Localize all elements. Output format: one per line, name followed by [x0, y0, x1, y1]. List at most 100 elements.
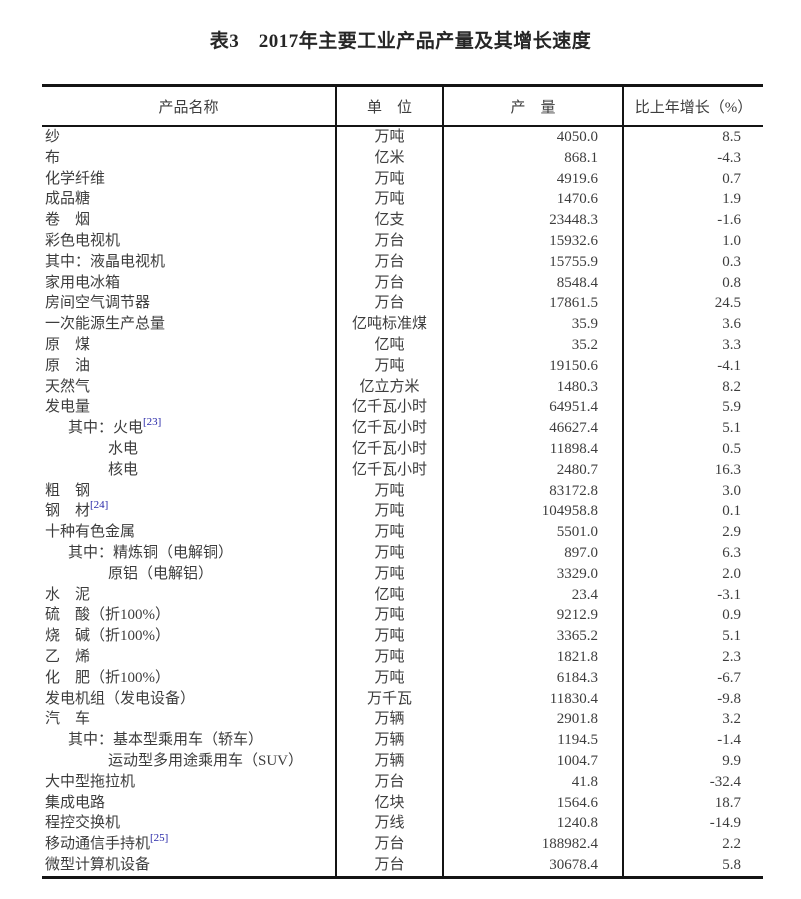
unit-cell: 万台 — [335, 251, 442, 273]
product-name-cell: 其中：火电[23] — [42, 418, 335, 439]
unit-cell: 万吨 — [335, 667, 442, 689]
output-cell: 188982.4 — [442, 834, 622, 855]
product-name-cell: 纱 — [42, 127, 335, 148]
table-row: 大中型拖拉机 万台 41.8 -32.4 — [42, 771, 763, 793]
product-name: 钢 材 — [45, 503, 91, 520]
product-name: 硫 酸（折100%） — [45, 607, 170, 624]
product-name-cell: 天然气 — [42, 377, 335, 398]
output-cell: 35.9 — [442, 314, 622, 335]
growth-cell: 24.5 — [622, 293, 763, 315]
table-row: 一次能源生产总量 亿吨标准煤 35.9 3.6 — [42, 314, 763, 335]
product-name: 原 煤 — [45, 336, 91, 353]
growth-cell: -14.9 — [622, 813, 763, 835]
product-name: 纱 — [45, 129, 61, 145]
product-name-cell: 其中：液晶电视机 — [42, 252, 335, 273]
table-row: 烧 碱（折100%） 万吨 3365.2 5.1 — [42, 626, 763, 647]
growth-cell: -4.3 — [622, 147, 763, 169]
output-cell: 1470.6 — [442, 189, 622, 211]
product-name-cell: 硫 酸（折100%） — [42, 605, 335, 626]
product-name: 化 肥（折100%） — [45, 669, 170, 686]
growth-cell: 1.0 — [622, 230, 763, 252]
table-row: 彩色电视机 万台 15932.6 1.0 — [42, 230, 763, 252]
table-row: 其中：火电[23] 亿千瓦小时 46627.4 5.1 — [42, 418, 763, 439]
unit-cell: 万台 — [335, 272, 442, 294]
product-name-cell: 成品糖 — [42, 189, 335, 210]
output-cell: 41.8 — [442, 771, 622, 793]
product-name-cell: 十种有色金属 — [42, 522, 335, 543]
output-cell: 2480.7 — [442, 459, 622, 481]
header-unit: 单 位 — [335, 87, 442, 125]
product-name: 粗 钢 — [45, 482, 91, 499]
product-name-cell: 核电 — [42, 460, 335, 481]
footnote-ref-link[interactable]: [25] — [150, 834, 169, 845]
footnote-ref-link[interactable]: [23] — [143, 418, 162, 429]
growth-cell: 1.9 — [622, 189, 763, 211]
output-cell: 30678.4 — [442, 854, 622, 876]
header-product-name: 产品名称 — [158, 99, 219, 116]
table-row: 程控交换机 万线 1240.8 -14.9 — [42, 813, 763, 835]
product-name: 烧 碱（折100%） — [45, 628, 170, 645]
footnote-ref-link[interactable]: [24] — [90, 501, 109, 512]
growth-cell: 18.7 — [622, 792, 763, 814]
output-cell: 19150.6 — [442, 355, 622, 377]
table-row: 十种有色金属 万吨 5501.0 2.9 — [42, 522, 763, 543]
output-cell: 104958.8 — [442, 501, 622, 523]
output-cell: 3329.0 — [442, 563, 622, 585]
output-cell: 4050.0 — [442, 127, 622, 148]
table-row: 其中：基本型乘用车（轿车） 万辆 1194.5 -1.4 — [42, 730, 763, 751]
table-row: 硫 酸（折100%） 万吨 9212.9 0.9 — [42, 605, 763, 627]
growth-cell: 0.7 — [622, 168, 763, 190]
unit-cell: 万台 — [335, 771, 442, 793]
product-name: 彩色电视机 — [45, 232, 121, 249]
growth-cell: -6.7 — [622, 667, 763, 689]
product-name-cell: 房间空气调节器 — [42, 293, 335, 314]
product-name: 水 泥 — [45, 586, 91, 603]
unit-cell: 万辆 — [335, 730, 442, 751]
unit-cell: 万千瓦 — [335, 688, 442, 710]
output-cell: 1240.8 — [442, 813, 622, 835]
output-cell: 11898.4 — [442, 438, 622, 460]
table-row: 集成电路 亿块 1564.6 18.7 — [42, 792, 763, 814]
growth-cell: 5.1 — [622, 418, 763, 439]
product-name: 家用电冰箱 — [45, 274, 121, 291]
product-name-cell: 原 油 — [42, 356, 335, 377]
product-name: 成品糖 — [45, 191, 91, 208]
table-row: 移动通信手持机[25] 万台 188982.4 2.2 — [42, 834, 763, 855]
unit-cell: 万吨 — [335, 563, 442, 585]
product-name-cell: 其中：精炼铜（电解铜） — [42, 543, 335, 564]
unit-cell: 万台 — [335, 834, 442, 855]
product-name-cell: 一次能源生产总量 — [42, 314, 335, 335]
growth-cell: 0.5 — [622, 438, 763, 460]
table-row: 汽 车 万辆 2901.8 3.2 — [42, 709, 763, 731]
unit-cell: 万辆 — [335, 709, 442, 731]
output-cell: 83172.8 — [442, 480, 622, 502]
product-name-cell: 布 — [42, 148, 335, 169]
growth-cell: 2.9 — [622, 522, 763, 543]
unit-cell: 万吨 — [335, 542, 442, 564]
product-name: 运动型多用途乘用车（SUV） — [108, 752, 304, 769]
product-name-cell: 原铝（电解铝） — [42, 564, 335, 585]
product-name: 原 油 — [45, 357, 91, 374]
product-name-cell: 其中：基本型乘用车（轿车） — [42, 730, 335, 751]
output-cell: 35.2 — [442, 334, 622, 356]
unit-cell: 亿吨 — [335, 334, 442, 356]
growth-cell: 0.1 — [622, 501, 763, 523]
product-name: 发电量 — [45, 399, 91, 416]
table-row: 天然气 亿立方米 1480.3 8.2 — [42, 376, 763, 398]
product-name: 房间空气调节器 — [45, 295, 151, 312]
growth-cell: 5.1 — [622, 626, 763, 647]
product-name: 天然气 — [45, 378, 91, 395]
unit-cell: 万吨 — [335, 522, 442, 543]
product-name: 程控交换机 — [45, 815, 121, 832]
product-name: 其中：精炼铜（电解铜） — [68, 544, 234, 561]
unit-cell: 万吨 — [335, 189, 442, 211]
output-cell: 1564.6 — [442, 792, 622, 814]
product-name-cell: 发电机组（发电设备） — [42, 689, 335, 710]
unit-cell: 万吨 — [335, 646, 442, 668]
product-name-cell: 卷 烟 — [42, 210, 335, 231]
table-row: 粗 钢 万吨 83172.8 3.0 — [42, 480, 763, 502]
product-name-cell: 汽 车 — [42, 709, 335, 730]
product-name: 汽 车 — [45, 711, 91, 728]
product-name-cell: 彩色电视机 — [42, 231, 335, 252]
product-name: 其中：液晶电视机 — [45, 253, 166, 270]
